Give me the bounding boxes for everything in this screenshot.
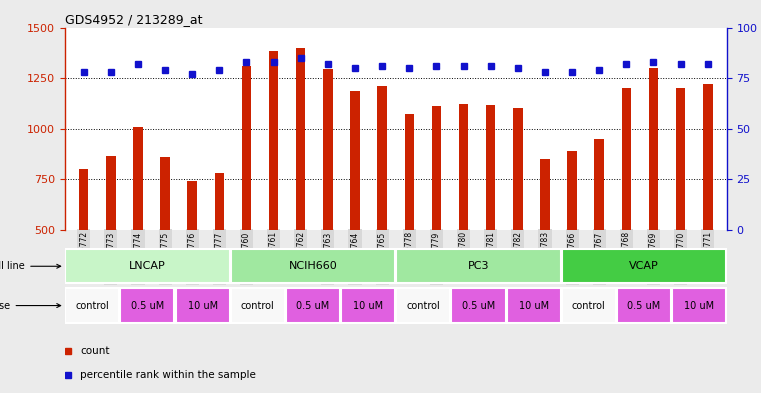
Bar (133, 127, 143, 230)
Bar (65, 249, 230, 283)
Text: 0.5 uM: 0.5 uM (627, 301, 661, 310)
Bar (594, 139, 604, 230)
Bar (672, 288, 726, 323)
Bar (562, 288, 616, 323)
Text: 10 uM: 10 uM (684, 301, 715, 310)
Bar (507, 288, 561, 323)
Bar (350, 91, 360, 230)
Text: dose: dose (0, 301, 61, 310)
Text: GDS4952 / 213289_at: GDS4952 / 213289_at (65, 13, 202, 26)
Bar (377, 86, 387, 230)
Text: 10 uM: 10 uM (187, 301, 218, 310)
Bar (106, 156, 116, 230)
Bar (79, 169, 88, 230)
Bar (269, 51, 279, 230)
Text: 0.5 uM: 0.5 uM (462, 301, 495, 310)
Text: 0.5 uM: 0.5 uM (296, 301, 330, 310)
Text: count: count (80, 346, 110, 356)
Bar (562, 249, 726, 283)
Bar (396, 249, 561, 283)
Bar (459, 105, 468, 230)
Text: control: control (406, 301, 440, 310)
Bar (617, 288, 671, 323)
Bar (242, 66, 251, 230)
Text: VCAP: VCAP (629, 261, 659, 271)
Bar (161, 157, 170, 230)
Text: 0.5 uM: 0.5 uM (131, 301, 164, 310)
Text: control: control (572, 301, 606, 310)
Text: control: control (75, 301, 109, 310)
Bar (431, 107, 441, 230)
Bar (396, 288, 451, 323)
Bar (341, 288, 395, 323)
Text: LNCAP: LNCAP (129, 261, 166, 271)
Text: NCIH660: NCIH660 (288, 261, 337, 271)
Bar (286, 288, 340, 323)
Bar (120, 288, 174, 323)
Text: control: control (241, 301, 275, 310)
Bar (648, 68, 658, 230)
Bar (451, 288, 505, 323)
Bar (513, 108, 523, 230)
Bar (187, 181, 197, 230)
Text: percentile rank within the sample: percentile rank within the sample (80, 370, 256, 380)
Bar (703, 84, 712, 230)
Bar (296, 48, 305, 230)
Bar (215, 173, 224, 230)
Bar (323, 69, 333, 230)
Text: 10 uM: 10 uM (353, 301, 384, 310)
Bar (622, 88, 631, 230)
Bar (65, 288, 119, 323)
Bar (231, 288, 285, 323)
Text: 10 uM: 10 uM (518, 301, 549, 310)
Bar (676, 88, 686, 230)
Bar (486, 105, 495, 230)
Bar (176, 288, 230, 323)
Bar (540, 159, 549, 230)
Bar (405, 114, 414, 230)
Text: PC3: PC3 (468, 261, 489, 271)
Text: cell line: cell line (0, 261, 61, 271)
Bar (568, 151, 577, 230)
Bar (231, 249, 395, 283)
